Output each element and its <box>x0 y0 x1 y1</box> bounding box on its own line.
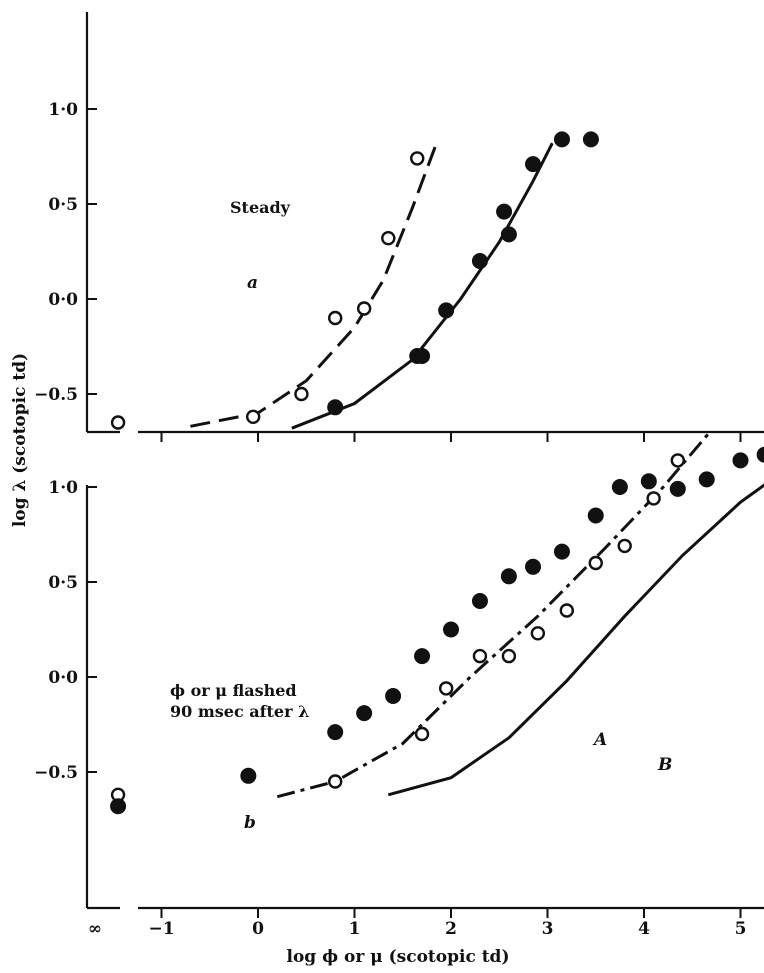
filled-data-point <box>438 302 455 319</box>
y-tick-label: 0·5 <box>48 195 78 215</box>
filled-data-point <box>587 507 604 524</box>
panel-a-axes: −0.5 0·0 0·5 1·0 <box>34 12 764 442</box>
filled-data-point <box>471 593 488 609</box>
y-tick-label: 0·0 <box>48 290 78 310</box>
panel-b: −0.5 0·0 0·5 1·0 ∞ −1 0 1 2 3 4 5 ϕ or μ flashed 90… <box>34 429 764 939</box>
x-tick-label: ∞ <box>88 919 102 939</box>
filled-data-point <box>525 558 542 575</box>
open-data-point <box>670 453 685 468</box>
open-data-point <box>356 301 372 316</box>
x-axis-title: log ϕ or μ (scotopic td) <box>287 947 510 967</box>
open-data-point <box>472 648 488 664</box>
y-tick-label: −0.5 <box>34 763 78 783</box>
y-tick-label: 1·0 <box>48 478 78 498</box>
filled-data-point <box>385 688 402 704</box>
open-data-point <box>414 726 430 742</box>
open-data-point <box>110 415 126 430</box>
dashed-curve <box>190 142 438 428</box>
panel-a-points <box>110 131 599 430</box>
x-tick-label: 5 <box>735 919 747 939</box>
open-data-point <box>410 151 425 166</box>
filled-data-point <box>553 131 570 148</box>
x-tick-label: 0 <box>252 919 264 939</box>
filled-data-point <box>732 452 749 469</box>
filled-data-point <box>110 798 127 815</box>
x-tick-label: 3 <box>542 919 554 939</box>
open-data-point <box>646 491 661 506</box>
panel-a: −0.5 0·0 0·5 1·0 Steady a <box>34 12 764 442</box>
filled-data-point <box>611 479 628 495</box>
open-data-point <box>381 230 396 246</box>
x-tick-label: 4 <box>638 919 650 939</box>
filled-data-point <box>553 543 570 560</box>
filled-data-point <box>582 131 599 148</box>
filled-data-point <box>327 724 344 741</box>
filled-data-point <box>756 446 764 463</box>
filled-data-point <box>500 226 517 243</box>
filled-data-point <box>698 471 715 488</box>
open-data-point <box>501 648 517 664</box>
filled-data-point <box>327 399 344 416</box>
y-tick-label: 0·5 <box>48 573 78 593</box>
filled-data-point <box>500 568 517 585</box>
y-axis-title: log λ (scotopic td) <box>10 353 30 527</box>
panel-b-axes: −0.5 0·0 0·5 1·0 ∞ −1 0 1 2 3 4 5 <box>34 478 764 939</box>
panel-b-curves <box>276 429 764 799</box>
solid-curve <box>387 483 764 797</box>
open-data-point <box>294 386 309 402</box>
x-tick-label: 1 <box>349 919 361 939</box>
filled-data-point <box>414 348 431 364</box>
open-data-point <box>245 409 261 424</box>
curve-label-a: A <box>592 730 607 750</box>
filled-data-point <box>496 203 513 220</box>
y-tick-label: 1·0 <box>48 100 78 120</box>
panel-b-label: b <box>244 813 256 833</box>
panel-b-annotation-line-1: ϕ or μ flashed <box>170 681 297 700</box>
open-data-point <box>530 626 546 641</box>
open-data-point <box>588 555 603 571</box>
filled-data-point <box>414 648 431 665</box>
x-tick-label: 2 <box>445 919 457 939</box>
filled-data-point <box>525 156 542 173</box>
filled-data-point <box>640 473 657 490</box>
filled-data-point <box>240 767 257 784</box>
open-data-point <box>438 681 454 696</box>
filled-data-point <box>471 253 488 269</box>
y-tick-label: 0·0 <box>48 668 78 688</box>
panel-b-annotation-line-2: 90 msec after λ <box>170 702 309 721</box>
open-data-point <box>617 538 632 554</box>
filled-data-point <box>669 480 686 497</box>
open-data-point <box>328 310 343 326</box>
filled-data-point <box>356 705 373 722</box>
panel-b-points <box>110 446 764 815</box>
x-tick-label: −1 <box>148 919 174 939</box>
y-tick-label: −0.5 <box>34 385 78 405</box>
solid-curve <box>291 142 554 430</box>
panel-a-label: a <box>247 273 258 293</box>
panel-a-curves <box>190 142 554 430</box>
filled-data-point <box>443 621 459 638</box>
panel-a-annotation: Steady <box>230 198 291 217</box>
open-data-point <box>328 774 343 789</box>
curve-label-b: B <box>657 755 672 775</box>
open-data-point <box>559 603 574 618</box>
